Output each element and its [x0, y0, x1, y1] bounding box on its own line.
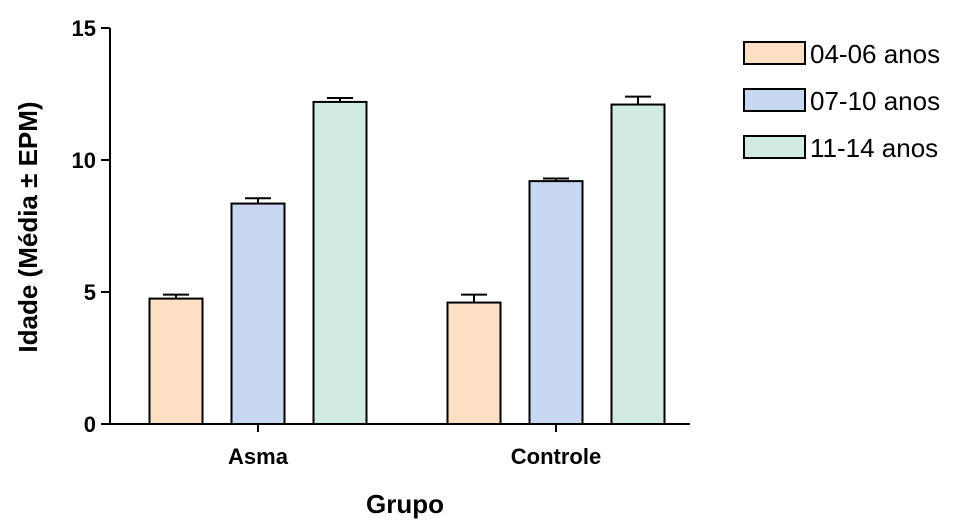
legend-label: 11-14 anos	[810, 133, 938, 163]
bar	[446, 301, 502, 425]
bar	[312, 100, 368, 425]
bar	[230, 202, 286, 425]
y-axis-title: Idade (Média ± EPM)	[13, 101, 43, 352]
y-axis: 0 5 10 15	[72, 16, 111, 437]
bar	[610, 103, 666, 425]
legend-label: 07-10 anos	[810, 86, 940, 116]
legend: 04-06 anos 07-10 anos 11-14 anos	[743, 39, 940, 163]
y-tick-label: 10	[72, 148, 96, 173]
x-tick-label: Asma	[228, 444, 289, 469]
y-tick-label: 15	[72, 16, 96, 41]
y-tick-label: 5	[84, 280, 96, 305]
legend-swatch	[743, 135, 806, 159]
plot-area	[148, 95, 666, 426]
legend-swatch	[743, 41, 806, 65]
bar	[148, 297, 204, 426]
x-axis-title: Grupo	[366, 489, 444, 519]
x-axis: Asma Controle	[110, 423, 690, 469]
legend-label: 04-06 anos	[810, 39, 940, 69]
legend-swatch	[743, 88, 806, 112]
bar	[528, 180, 584, 425]
y-tick-label: 0	[84, 412, 96, 437]
x-tick-label: Controle	[511, 444, 601, 469]
